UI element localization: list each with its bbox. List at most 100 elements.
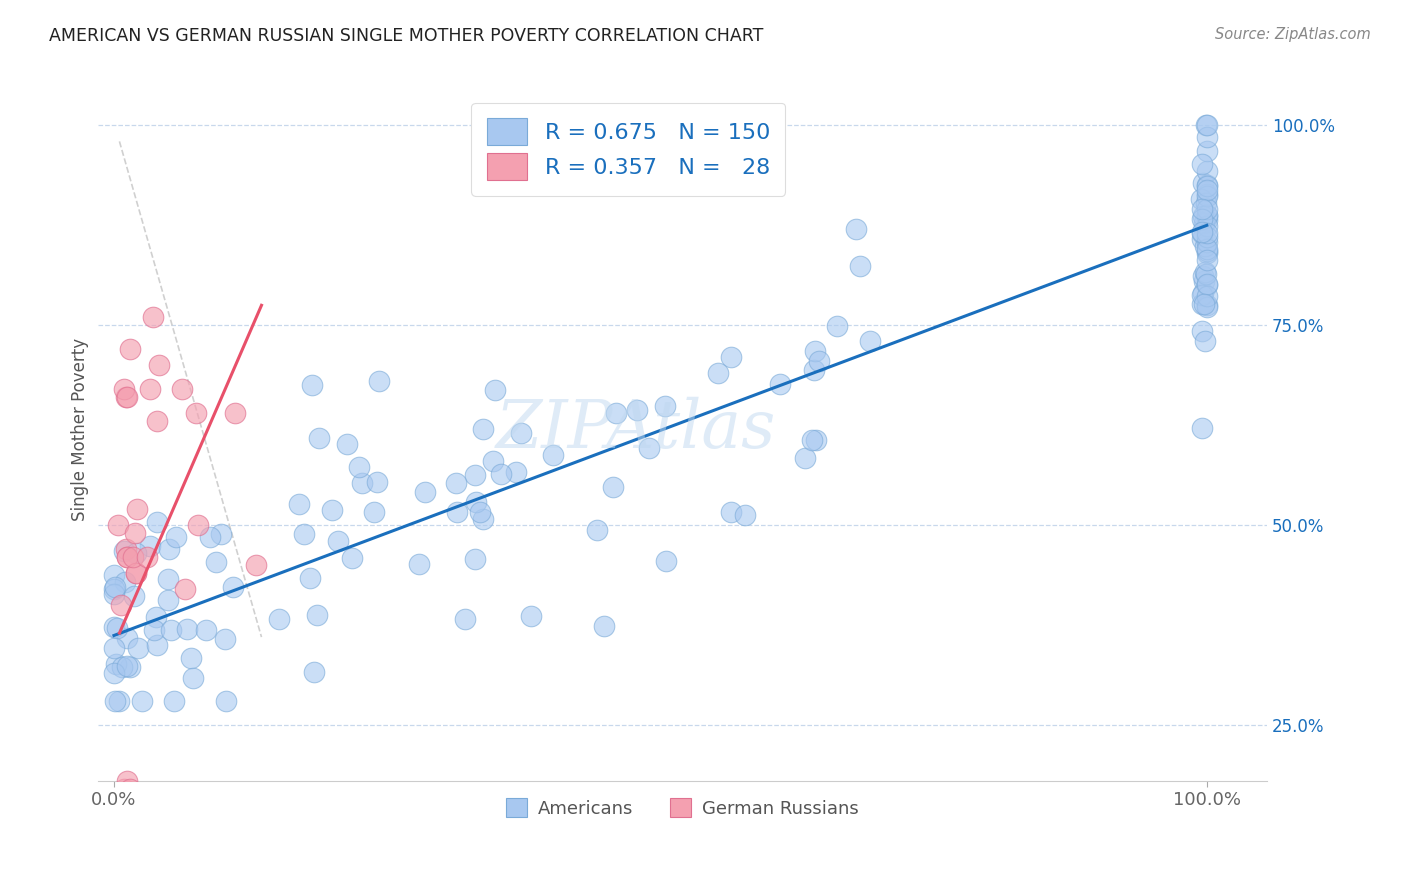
Point xyxy=(1195,277,1218,291)
Point xyxy=(104,657,127,671)
Point xyxy=(350,475,373,490)
Point xyxy=(505,465,527,479)
Point xyxy=(157,541,180,556)
Point xyxy=(1189,192,1212,206)
Point xyxy=(112,544,135,558)
Point xyxy=(214,632,236,646)
Point xyxy=(1195,289,1218,303)
Point xyxy=(1195,219,1218,234)
Point xyxy=(1195,242,1218,256)
Point xyxy=(1191,268,1213,283)
Point xyxy=(1195,130,1218,145)
Point xyxy=(1194,238,1216,252)
Point xyxy=(115,550,138,565)
Point xyxy=(174,582,197,596)
Point xyxy=(593,618,616,632)
Point xyxy=(1195,202,1218,216)
Point xyxy=(115,659,138,673)
Point xyxy=(125,566,148,581)
Point xyxy=(489,467,512,481)
Point xyxy=(541,449,564,463)
Point xyxy=(107,518,129,533)
Point xyxy=(1195,213,1218,227)
Point xyxy=(326,534,349,549)
Point xyxy=(804,343,827,358)
Point xyxy=(1194,119,1216,133)
Point xyxy=(1194,265,1216,279)
Point xyxy=(103,641,125,656)
Point xyxy=(224,406,246,420)
Y-axis label: Single Mother Poverty: Single Mother Poverty xyxy=(72,338,89,521)
Point xyxy=(146,515,169,529)
Point xyxy=(585,523,607,537)
Point xyxy=(146,639,169,653)
Point xyxy=(136,550,159,565)
Point xyxy=(302,665,325,679)
Point xyxy=(605,406,627,420)
Point xyxy=(104,580,127,594)
Point xyxy=(1195,226,1218,240)
Point xyxy=(1195,252,1218,267)
Point xyxy=(1192,274,1215,288)
Point xyxy=(413,485,436,500)
Point xyxy=(1191,157,1213,171)
Point xyxy=(145,414,167,428)
Point xyxy=(638,441,661,455)
Point xyxy=(1192,217,1215,231)
Point xyxy=(267,612,290,626)
Point xyxy=(114,542,136,557)
Point xyxy=(1195,235,1218,250)
Point xyxy=(1195,244,1218,258)
Text: Source: ZipAtlas.com: Source: ZipAtlas.com xyxy=(1215,27,1371,42)
Point xyxy=(807,354,830,368)
Point xyxy=(148,358,170,372)
Point xyxy=(1195,179,1218,194)
Point xyxy=(720,505,742,519)
Point xyxy=(124,526,146,541)
Point xyxy=(1194,334,1216,348)
Point xyxy=(470,505,492,519)
Point xyxy=(104,694,127,708)
Point xyxy=(1195,183,1218,197)
Point xyxy=(520,608,543,623)
Point xyxy=(163,694,186,708)
Point xyxy=(172,382,194,396)
Point xyxy=(118,782,141,797)
Point xyxy=(1191,212,1213,227)
Point xyxy=(472,512,495,526)
Point xyxy=(118,660,141,674)
Point xyxy=(209,527,232,541)
Point xyxy=(107,694,129,708)
Point xyxy=(215,694,238,708)
Point xyxy=(103,568,125,582)
Point xyxy=(156,593,179,607)
Point xyxy=(827,318,849,333)
Point xyxy=(626,403,648,417)
Point xyxy=(160,624,183,638)
Point xyxy=(131,694,153,708)
Point xyxy=(114,782,136,797)
Point xyxy=(184,406,207,420)
Point xyxy=(1191,324,1213,338)
Point xyxy=(801,434,824,448)
Point xyxy=(114,574,136,589)
Point xyxy=(298,571,321,585)
Point xyxy=(1195,209,1218,223)
Point xyxy=(176,623,198,637)
Point xyxy=(803,362,825,376)
Point xyxy=(110,598,132,612)
Point xyxy=(340,550,363,565)
Point xyxy=(125,546,148,560)
Point xyxy=(245,558,267,573)
Point xyxy=(127,502,149,516)
Point xyxy=(734,508,756,523)
Point xyxy=(707,366,730,380)
Point xyxy=(444,475,467,490)
Point xyxy=(1195,277,1218,292)
Legend: Americans, German Russians: Americans, German Russians xyxy=(498,791,866,825)
Point xyxy=(1195,119,1218,133)
Point xyxy=(845,222,868,236)
Point xyxy=(1195,196,1218,211)
Point xyxy=(408,557,430,571)
Point xyxy=(1192,297,1215,311)
